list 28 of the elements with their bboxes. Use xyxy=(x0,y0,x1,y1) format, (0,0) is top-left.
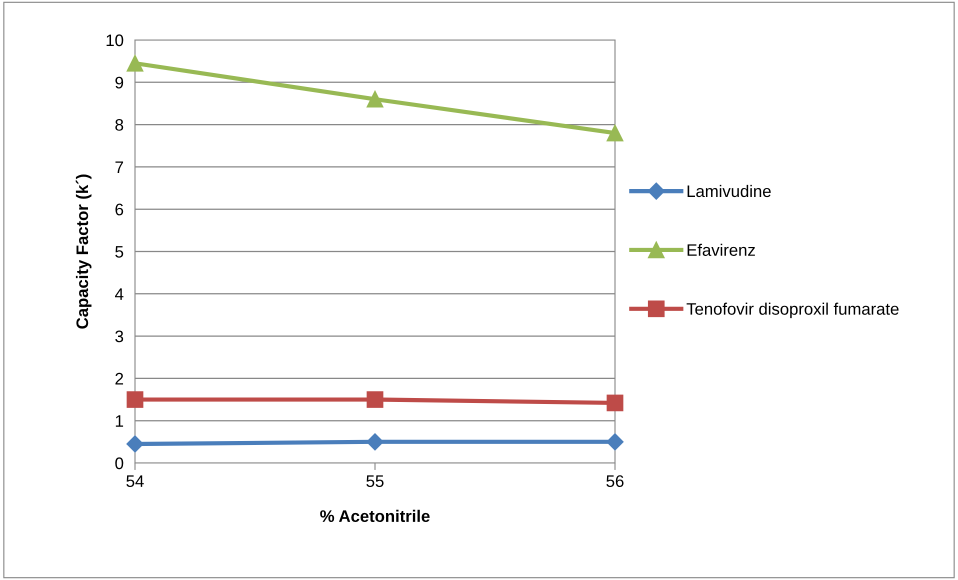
y-tick-label: 0 xyxy=(115,457,124,470)
point xyxy=(126,54,144,72)
y-axis-title: Capacity Factor (k´) xyxy=(76,174,92,329)
y-tick-label: 9 xyxy=(115,76,124,89)
point xyxy=(126,391,144,408)
point xyxy=(126,435,144,453)
legend-label: Lamivudine xyxy=(688,184,771,198)
y-tick-label: 10 xyxy=(106,34,124,46)
y-tick-label: 8 xyxy=(115,119,124,131)
y-tick-label: 6 xyxy=(115,204,124,216)
x-axis-title: % Acetonitrile xyxy=(320,510,430,522)
x-tick-label: 56 xyxy=(606,475,624,488)
y-tick-label: 1 xyxy=(116,415,124,427)
x-tick-label: 54 xyxy=(126,475,144,488)
y-tick-label: 5 xyxy=(115,246,124,258)
point xyxy=(366,391,384,408)
point xyxy=(606,433,624,450)
legend-label: Tenofovir disoproxil fumarate xyxy=(686,302,899,318)
point xyxy=(606,394,624,412)
x-tick-label: 55 xyxy=(366,475,384,488)
point xyxy=(606,124,624,142)
point xyxy=(366,90,384,108)
y-tick-label: 7 xyxy=(115,161,124,173)
y-tick-label: 3 xyxy=(115,330,124,342)
y-tick-label: 4 xyxy=(115,288,124,300)
legend-label: Efavirenz xyxy=(688,244,755,256)
y-tick-label: 2 xyxy=(115,372,124,384)
point xyxy=(366,433,384,450)
